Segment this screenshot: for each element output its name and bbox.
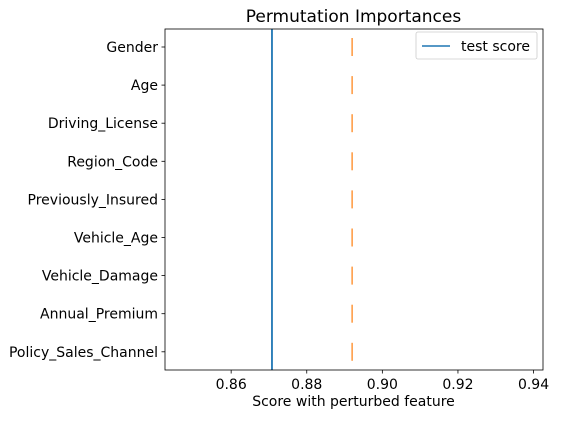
legend: test score bbox=[415, 31, 538, 60]
legend-frame bbox=[415, 31, 538, 60]
chart-title: Permutation Importances bbox=[246, 7, 462, 27]
x-axis-label: Score with perturbed feature bbox=[252, 394, 455, 410]
y-tick-label: Driving_License bbox=[48, 116, 158, 132]
legend-label-test-score: test score bbox=[461, 39, 530, 55]
y-tick-label: Age bbox=[131, 78, 158, 94]
y-tick-label: Vehicle_Damage bbox=[42, 269, 158, 285]
plot-area bbox=[165, 29, 543, 370]
x-tick-label: 0.92 bbox=[442, 377, 473, 393]
y-tick-label: Previously_Insured bbox=[28, 192, 158, 208]
y-tick-label: Policy_Sales_Channel bbox=[9, 345, 158, 361]
y-axis: Gender Age Driving_License Region_Code Previ… bbox=[9, 40, 165, 361]
y-tick-label: Vehicle_Age bbox=[74, 231, 158, 247]
x-tick-label: 0.90 bbox=[367, 377, 398, 393]
y-tick-label: Region_Code bbox=[67, 154, 158, 170]
x-tick-label: 0.86 bbox=[216, 377, 247, 393]
y-tick-label: Gender bbox=[106, 40, 158, 56]
x-tick-label: 0.94 bbox=[518, 377, 549, 393]
x-axis: 0.86 0.88 0.90 0.92 0.94 bbox=[216, 370, 549, 393]
x-tick-label: 0.88 bbox=[291, 377, 322, 393]
y-tick-label: Annual_Premium bbox=[40, 307, 158, 323]
